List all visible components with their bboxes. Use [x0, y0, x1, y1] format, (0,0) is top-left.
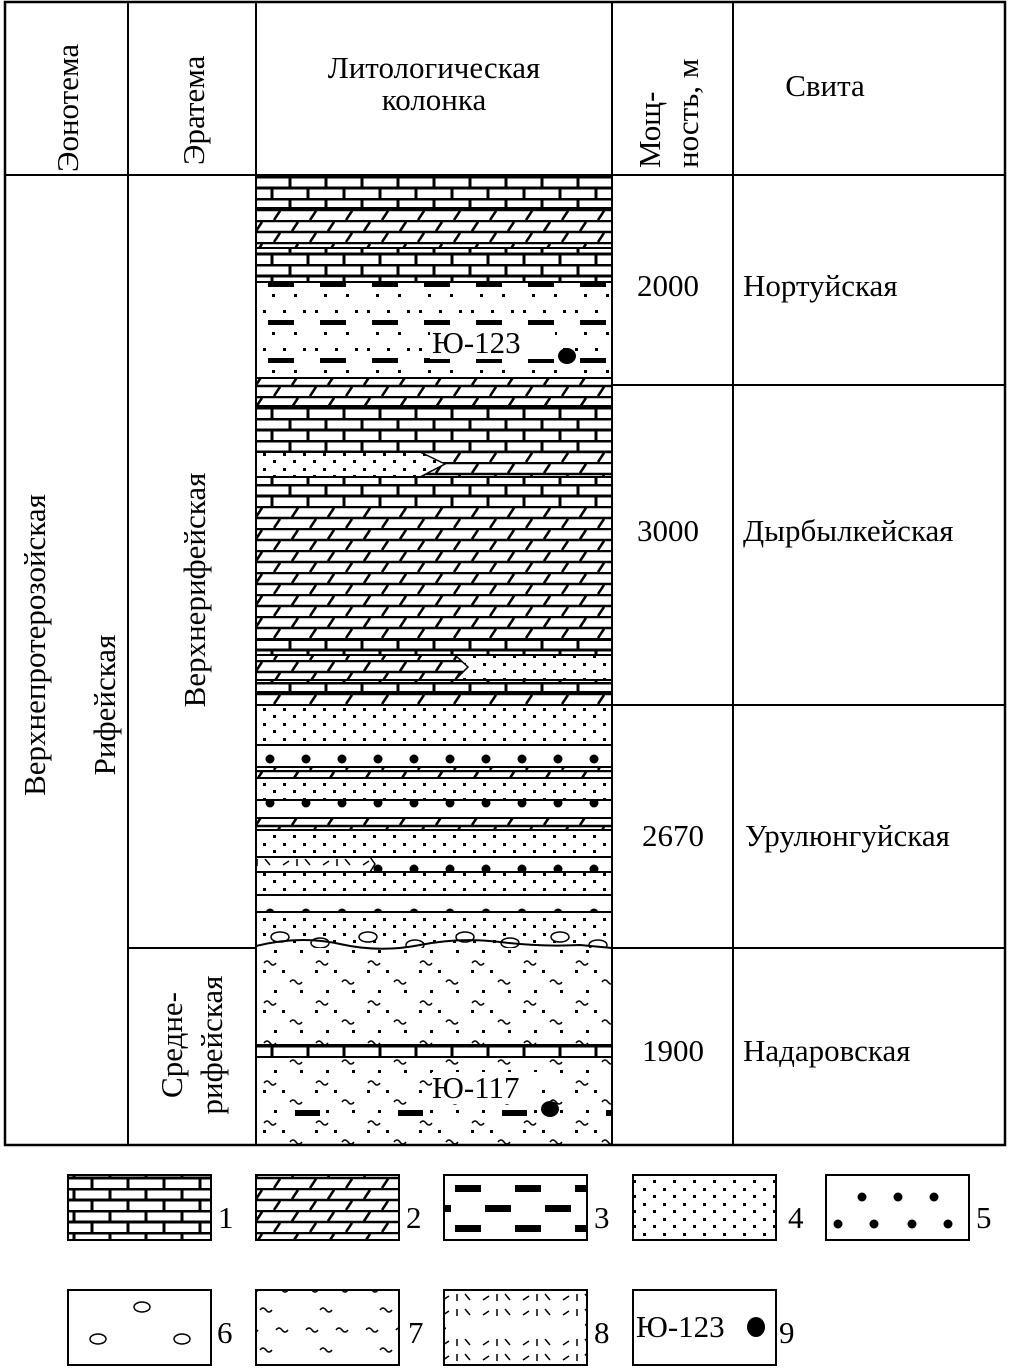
suite-thickness: 2000 [637, 268, 699, 303]
sample-label: Ю-123 [432, 325, 521, 360]
layer-gravelstone [256, 745, 612, 767]
layer-limestone [256, 477, 612, 507]
suite-thickness: 1900 [642, 1033, 704, 1068]
sample-label: Ю-117 [432, 1070, 520, 1105]
header-thickness: ность, м [670, 59, 705, 168]
table-grid [3, 0, 1007, 1147]
header-lithology: колонка [382, 82, 487, 117]
layer-sandstone [256, 778, 612, 800]
header-eonothem: Эонотема [50, 44, 85, 172]
legend-swatch-limestone [67, 1174, 212, 1241]
layer-dolomite [256, 818, 612, 830]
mudstone-dashes [295, 1110, 612, 1116]
suite-name: Надаровская [743, 1033, 911, 1068]
group-name: Рифейская [87, 635, 122, 776]
legend-number: 6 [217, 1315, 233, 1350]
header-suite: Свита [785, 68, 865, 103]
legend-swatch-gravelstone [825, 1174, 970, 1241]
sample-point-icon [747, 1317, 765, 1337]
layer-gravelstone [256, 800, 612, 818]
suite-name: Дырбылкейская [743, 513, 954, 548]
layer-sandstone [256, 872, 612, 895]
legend-number: 1 [218, 1200, 234, 1235]
layer-limestone [256, 248, 612, 282]
layer-sandstone [256, 705, 612, 745]
erathem-name: рифейская [194, 976, 229, 1115]
suite-thickness: 3000 [637, 513, 699, 548]
header-lithology: Литологическая [328, 50, 541, 85]
layer-dolomite [256, 692, 612, 705]
legend-sample-label: Ю-123 [636, 1309, 725, 1344]
layer-sandstone [256, 830, 612, 857]
header-thickness: Мощ- [632, 92, 667, 169]
legend-swatch-dolomite [255, 1174, 400, 1241]
legend-swatch-pebbles [67, 1289, 212, 1366]
legend-swatch-sandstone [632, 1174, 777, 1241]
layer-conglomerate-base [256, 912, 612, 950]
legend-swatch-tildes [255, 1289, 400, 1366]
sample-point-icon [541, 1101, 559, 1117]
pebbles [270, 931, 608, 951]
layer-limestone [256, 175, 612, 208]
layer-limestone [256, 640, 612, 655]
legend-number: 2 [406, 1200, 422, 1235]
layer-limestone [256, 680, 612, 692]
layer-dolomite [256, 208, 612, 248]
legend-number: 8 [594, 1315, 610, 1350]
lithological-column: Ю-123 Ю-117 [255, 175, 613, 1145]
legend-number: 7 [408, 1315, 424, 1350]
layer-dolomite [256, 507, 612, 640]
layer-dolomite [256, 767, 612, 778]
legend: 1 2 3 4 5 6 7 8 Ю-123 9 [67, 1174, 992, 1366]
erathem-name: Средне- [154, 992, 189, 1098]
header-erathem: Эратема [176, 55, 211, 165]
legend-number: 4 [788, 1200, 804, 1235]
layer-limestone [256, 1045, 612, 1057]
unconformity-line [255, 939, 613, 950]
layer-sandstone-lens [453, 654, 613, 681]
layer-dolomite [256, 378, 612, 406]
legend-swatch-mudstone [443, 1174, 588, 1241]
suite-thickness: 2670 [642, 818, 704, 853]
erathem-name: Верхнерифейская [177, 473, 212, 708]
layer-gravelstone [256, 895, 612, 912]
suite-rows: 2000 Нортуйская 3000 Дырбылкейская 2670 … [637, 268, 954, 1068]
gravel-dots [833, 1192, 953, 1229]
layer-limestone [256, 406, 612, 452]
legend-number: 5 [976, 1200, 992, 1235]
layer-siltstone [256, 950, 612, 1045]
eonothem-name: Верхнепротерозойская [17, 494, 52, 796]
layer-sandstone-lens [255, 451, 447, 478]
legend-number: 9 [779, 1315, 795, 1350]
legend-number: 3 [594, 1200, 610, 1235]
layer-tuff-lens [255, 856, 376, 873]
suite-name: Нортуйская [743, 268, 898, 303]
sample-point-icon [558, 348, 576, 364]
suite-name: Урулюнгуйская [745, 818, 950, 853]
